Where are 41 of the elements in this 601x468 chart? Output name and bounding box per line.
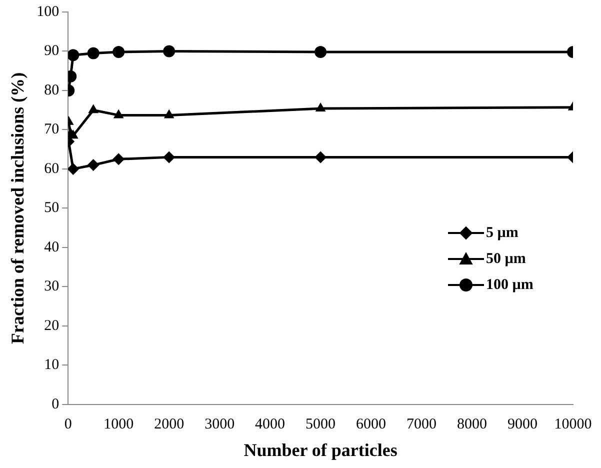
- legend-label: 50 µm: [486, 250, 526, 269]
- x-tick-label: 3000: [204, 416, 235, 432]
- y-tick-label: 60: [44, 160, 60, 177]
- y-tick-label: 50: [44, 200, 60, 216]
- point: [68, 162, 80, 175]
- y-tick-label: 40: [44, 239, 60, 256]
- x-tick-label: 8000: [457, 416, 488, 432]
- point: [164, 109, 174, 118]
- x-tick-label: 4000: [255, 416, 286, 432]
- x-tick-label: 0: [64, 416, 72, 432]
- point: [68, 49, 80, 62]
- legend-label: 5 µm: [486, 224, 518, 243]
- x-tick-label: 9000: [508, 416, 538, 432]
- y-tick-label: 30: [44, 278, 60, 295]
- point: [314, 46, 327, 58]
- y-axis-title: Fraction of removed inclusions (%): [7, 72, 28, 344]
- y-tick-label: 90: [44, 43, 60, 60]
- x-tick-label: 6000: [356, 416, 386, 432]
- x-axis-title: Number of particles: [244, 440, 398, 460]
- y-tick-label: 100: [36, 4, 60, 20]
- point: [112, 46, 125, 58]
- point: [87, 159, 100, 172]
- point: [87, 47, 100, 60]
- y-tick-label: 20: [44, 318, 60, 334]
- x-tick-label: 1000: [104, 416, 134, 432]
- point: [112, 153, 125, 166]
- point: [113, 109, 124, 118]
- x-tick-label: 10000: [554, 416, 592, 432]
- y-tick-label: 0: [52, 396, 60, 412]
- y-tick-label: 80: [44, 82, 60, 98]
- x-tick-label: 7000: [406, 416, 437, 432]
- x-tick-label: 2000: [154, 416, 184, 432]
- point: [163, 151, 176, 164]
- point: [163, 45, 176, 58]
- point: [314, 151, 327, 164]
- legend-label: 100 µm: [486, 276, 534, 295]
- y-tick-label: 70: [44, 122, 60, 138]
- point: [315, 102, 326, 112]
- y-tick-label: 10: [44, 357, 60, 374]
- x-tick-label: 5000: [306, 416, 336, 432]
- point: [88, 104, 99, 114]
